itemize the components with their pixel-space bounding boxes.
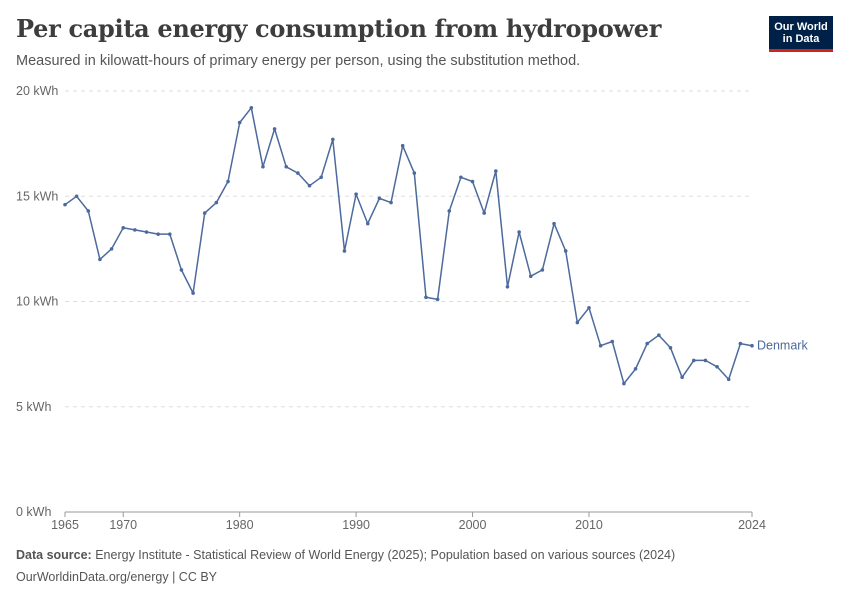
data-point (610, 339, 615, 344)
data-point (494, 169, 498, 173)
series-label-denmark: Denmark (757, 339, 808, 353)
data-point (424, 295, 428, 300)
data-point (691, 358, 696, 363)
data-point (447, 209, 452, 213)
data-point (109, 247, 114, 251)
data-point (354, 192, 358, 196)
data-point (563, 249, 568, 253)
data-point (74, 194, 79, 199)
x-tick-label: 2010 (575, 518, 603, 532)
data-point (633, 367, 638, 371)
data-point (261, 164, 265, 169)
data-point (284, 164, 289, 169)
owid-logo[interactable]: Our World in Data (769, 16, 833, 52)
data-point (575, 320, 580, 325)
data-point (86, 209, 91, 213)
data-point (167, 232, 172, 236)
data-point (750, 343, 754, 348)
data-point (470, 179, 475, 184)
data-point (459, 175, 463, 180)
data-point (482, 211, 486, 215)
y-tick-label: 0 kWh (16, 505, 51, 519)
data-point (528, 274, 533, 279)
data-point (98, 257, 102, 262)
y-tick-label: 5 kWh (16, 400, 51, 414)
data-source: Data source: Energy Institute - Statisti… (16, 548, 675, 562)
data-point (552, 221, 556, 226)
data-point (63, 202, 67, 207)
series-layer: Denmark (63, 106, 808, 386)
data-point (668, 346, 673, 350)
data-point (331, 137, 335, 142)
x-tick-label: 1980 (226, 518, 254, 532)
data-point (540, 268, 545, 272)
grid-lines (65, 90, 752, 408)
data-point (726, 377, 731, 382)
data-point (400, 143, 405, 148)
data-point (319, 175, 323, 180)
y-tick-label: 10 kWh (16, 295, 58, 309)
data-point (156, 232, 160, 236)
data-point (249, 106, 254, 110)
data-point (505, 284, 510, 289)
data-point (191, 291, 195, 295)
x-tick-label: 1990 (342, 518, 370, 532)
data-source-label: Data source: (16, 548, 92, 562)
data-point (703, 358, 708, 363)
series-line-denmark (64, 107, 753, 385)
data-point (226, 179, 230, 184)
chart-subtitle: Measured in kilowatt-hours of primary en… (16, 53, 581, 69)
data-point (179, 268, 184, 272)
data-point (202, 211, 207, 215)
data-point (214, 200, 219, 205)
data-point (365, 221, 370, 226)
data-point (587, 306, 591, 310)
x-tick-label: 2000 (459, 518, 487, 532)
data-source-text: Energy Institute - Statistical Review of… (95, 548, 676, 562)
chart-title: Per capita energy consumption from hydro… (16, 14, 662, 43)
data-point (307, 183, 312, 188)
data-point (738, 341, 743, 346)
source-link[interactable]: OurWorldinData.org/energy | CC BY (16, 570, 218, 584)
y-tick-label: 15 kWh (16, 189, 58, 203)
data-point (622, 381, 626, 386)
logo-line-1: Our World (774, 21, 828, 33)
data-point (412, 171, 417, 175)
axes: 0 kWh 5 kWh 10 kWh 15 kWh 20 kWh 1965 1970 1980… (16, 84, 766, 532)
x-tick-label: 2024 (738, 518, 766, 532)
data-point (237, 120, 242, 125)
data-point (377, 196, 382, 201)
data-point (121, 226, 126, 230)
x-tick-label: 1965 (51, 518, 79, 532)
data-point (715, 364, 719, 369)
data-point (645, 341, 650, 346)
data-point (389, 200, 393, 205)
data-point (657, 333, 661, 337)
data-point (598, 343, 603, 348)
data-point (435, 297, 440, 302)
data-point (680, 375, 684, 380)
data-point (272, 127, 277, 131)
data-point (342, 249, 347, 253)
logo-line-2: in Data (782, 33, 820, 45)
data-point (296, 171, 300, 175)
y-tick-label: 20 kWh (16, 84, 58, 98)
data-point (517, 230, 521, 234)
x-tick-label: 1970 (109, 518, 137, 532)
data-point (133, 228, 137, 232)
data-point (144, 230, 149, 234)
